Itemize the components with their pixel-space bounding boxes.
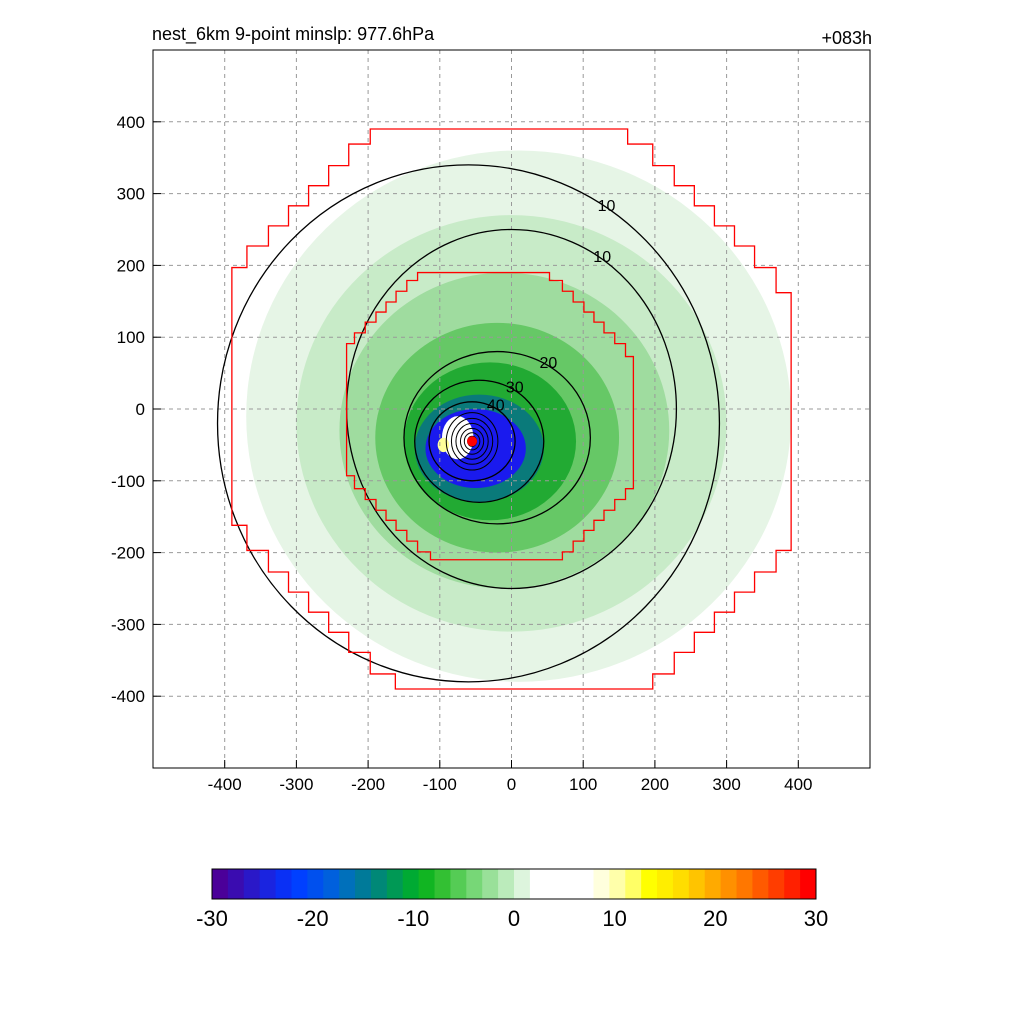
y-tick-label: 400 (117, 113, 145, 132)
colorbar-tick-label: 20 (703, 906, 727, 931)
red-box-layer (231, 128, 792, 690)
contour-line-30 (414, 379, 545, 503)
colorbar-swatch (434, 869, 451, 899)
contour-line-20 (403, 350, 592, 525)
colorbar-swatch (498, 869, 515, 899)
contour-label: 40 (487, 398, 505, 415)
colorbar-swatch (800, 869, 817, 899)
colorbar-swatch (259, 869, 277, 899)
colorbar-swatch (291, 869, 308, 899)
x-tick-label: -200 (351, 775, 385, 794)
colorbar-swatch (593, 869, 610, 899)
colorbar-swatch (609, 869, 626, 899)
colorbar-swatch (514, 869, 531, 899)
x-tick-label: 300 (712, 775, 740, 794)
x-tick-label: 200 (641, 775, 669, 794)
y-tick-label: -200 (111, 544, 145, 563)
inner-contour-ring (455, 422, 489, 460)
x-tick-label: 400 (784, 775, 812, 794)
x-tick-label: 0 (507, 775, 516, 794)
colorbar-swatch (736, 869, 753, 899)
colorbar: -30 -20 -10 0 10 20 30 (196, 868, 828, 931)
nest-boundary-1 (345, 271, 635, 561)
colorbar-swatch (307, 869, 324, 899)
colorbar-tick-label: -20 (297, 906, 329, 931)
colorbar-tick-label: -30 (196, 906, 228, 931)
colorbar-swatch (688, 869, 706, 899)
x-tick-label: -400 (208, 775, 242, 794)
colorbar-swatch (625, 869, 642, 899)
y-tick-label: -400 (111, 687, 145, 706)
contour-label: 20 (540, 355, 558, 372)
colorbar-tick-label: -10 (397, 906, 429, 931)
colorbar-swatch (355, 869, 372, 899)
colorbar-swatch (720, 869, 738, 899)
x-tick-label: 100 (569, 775, 597, 794)
colorbar-tick-label: 0 (508, 906, 520, 931)
colorbar-swatch (450, 869, 467, 899)
contour-label: 10 (593, 249, 611, 266)
colorbar-swatch (402, 869, 420, 899)
y-tick-label: -300 (111, 615, 145, 634)
nest-boundary-0 (231, 128, 792, 690)
colorbar-swatch (641, 869, 658, 899)
colorbar-swatch (545, 869, 563, 899)
y-tick-label: 300 (117, 185, 145, 204)
y-tick-label: 200 (117, 256, 145, 275)
x-tick-label: -100 (423, 775, 457, 794)
colorbar-tick-label: 10 (602, 906, 626, 931)
contour-line-10 (216, 164, 721, 683)
colorbar-swatch (704, 869, 722, 899)
inner-contour-ring (445, 412, 499, 471)
colorbar-swatch (227, 869, 245, 899)
colorbar-swatch (370, 869, 388, 899)
contour-label: 10 (598, 198, 616, 215)
colorbar-swatch (339, 869, 356, 899)
colorbar-swatch (672, 869, 690, 899)
colorbar-swatch (752, 869, 769, 899)
colorbar-swatch (482, 869, 499, 899)
storm-center-marker (467, 436, 478, 447)
colorbar-swatch (529, 869, 547, 899)
colorbar-swatch (275, 869, 292, 899)
chart-subtitle: +083h (821, 28, 872, 48)
colorbar-swatch (323, 869, 340, 899)
colorbar-frame (211, 868, 817, 900)
colorbar-swatch (466, 869, 483, 899)
chart-title: nest_6km 9-point minslp: 977.6hPa (152, 24, 435, 45)
contour-line-40 (428, 401, 516, 482)
colorbar-swatch (784, 869, 801, 899)
x-axis: -400 -300 -200 -100 0 100 200 300 400 (208, 760, 812, 794)
inner-contour-ring (463, 432, 481, 451)
colorbar-swatch (418, 869, 436, 899)
colorbar-tick-label: 30 (804, 906, 828, 931)
y-tick-label: -100 (111, 472, 145, 491)
y-tick-label: 0 (136, 400, 145, 419)
colorbar-swatch (768, 869, 785, 899)
colorbar-swatch (561, 869, 579, 899)
colorbar-swatch (577, 869, 594, 899)
y-tick-label: 100 (117, 328, 145, 347)
colorbar-swatch (386, 869, 404, 899)
contour-label: 30 (506, 380, 524, 397)
x-tick-label: -300 (279, 775, 313, 794)
inner-contour-ring (450, 417, 494, 465)
colorbar-swatch (212, 869, 229, 899)
inner-contour-ring (459, 427, 485, 455)
y-axis: 400 300 200 100 0 -100 -200 -300 -400 (111, 113, 161, 706)
colorbar-swatch (657, 869, 674, 899)
colorbar-swatch (243, 869, 261, 899)
